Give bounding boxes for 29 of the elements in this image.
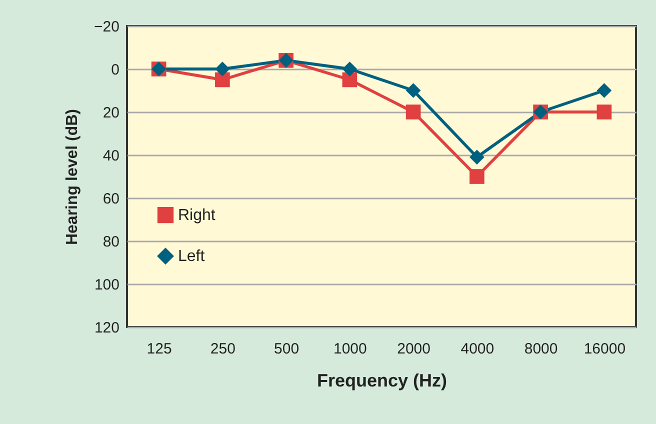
- point: [215, 62, 230, 76]
- point: [470, 150, 484, 165]
- x-tick-label: 125: [146, 340, 172, 358]
- legend-label: Left: [178, 248, 206, 266]
- x-tick-label: 500: [274, 340, 300, 358]
- y-tick-label: 80: [102, 234, 120, 250]
- y-axis-title: Hearing level (dB): [64, 108, 82, 246]
- y-tick-label: 40: [102, 148, 120, 164]
- x-tick-label: 250: [210, 340, 236, 358]
- point: [406, 104, 421, 120]
- x-tick-label: 2000: [397, 340, 430, 358]
- x-tick-label: 16000: [584, 340, 626, 358]
- x-axis-title: Frequency (Hz): [316, 370, 448, 390]
- y-tick-label: 100: [94, 276, 120, 294]
- y-tick-label: −20: [94, 18, 120, 36]
- x-tick-label: 1000: [334, 340, 367, 358]
- y-tick-label: 20: [102, 104, 120, 122]
- point: [596, 104, 612, 120]
- y-tick-label: 60: [102, 190, 120, 208]
- legend-label: Right: [178, 207, 216, 224]
- point: [470, 169, 484, 184]
- x-tick-label: 8000: [524, 340, 558, 358]
- point: [596, 83, 612, 98]
- point: [342, 62, 358, 76]
- x-tick-label: 4000: [460, 340, 494, 358]
- y-tick-label: 120: [94, 320, 120, 336]
- y-tick-label: 0: [111, 62, 120, 78]
- point: [215, 72, 230, 88]
- point: [406, 83, 421, 98]
